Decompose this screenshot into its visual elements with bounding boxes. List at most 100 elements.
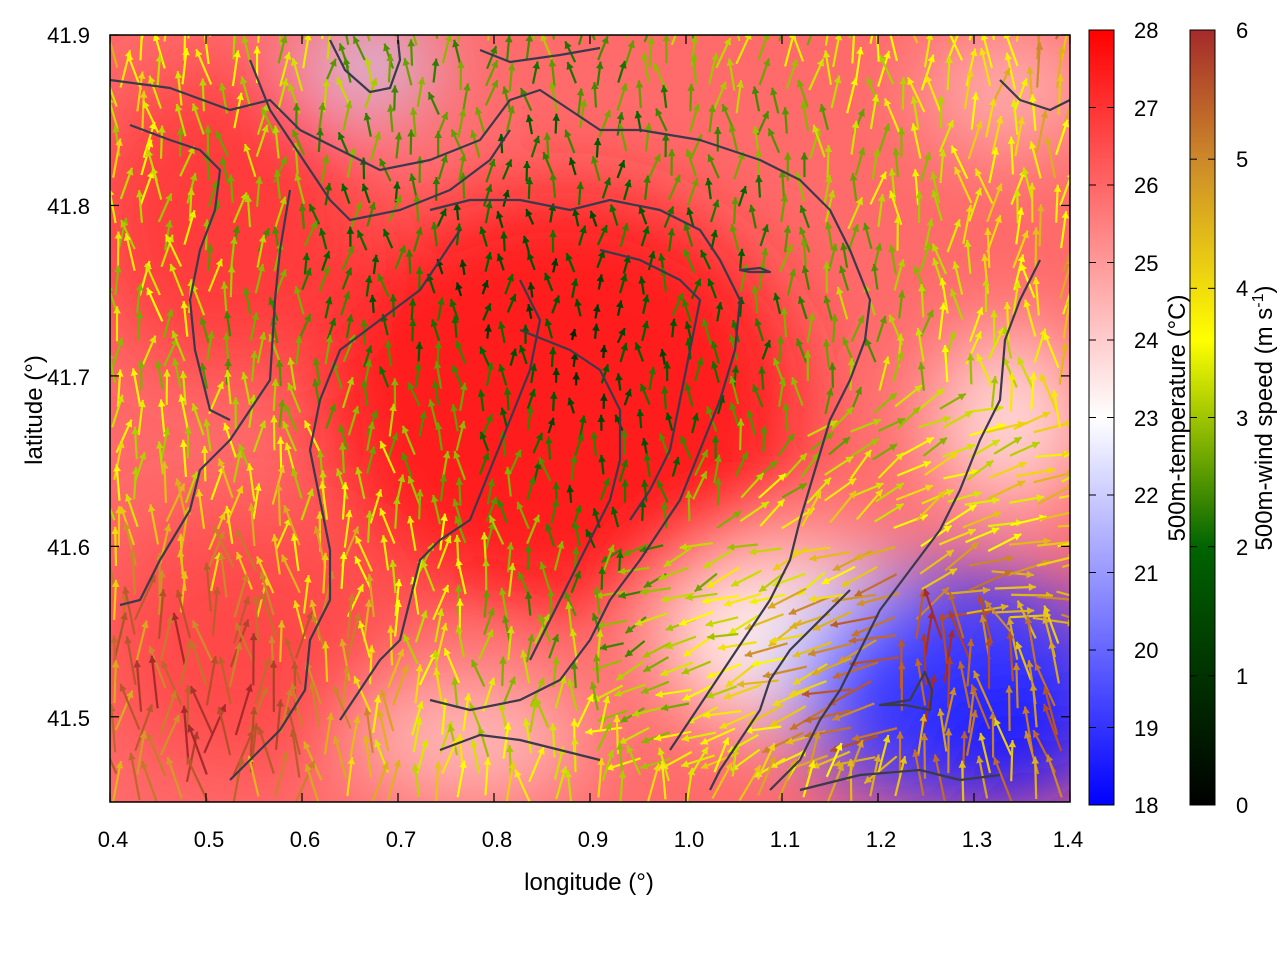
wind-arrow-shaft xyxy=(291,729,301,778)
wind-arrow xyxy=(345,35,350,46)
wind-arrow-head xyxy=(711,435,720,443)
y-tick-label: 41.6 xyxy=(47,535,90,560)
wind-arrow xyxy=(962,204,974,244)
wind-arrow xyxy=(416,739,429,774)
wind-arrow xyxy=(407,129,415,155)
wind-arrow xyxy=(436,535,452,569)
wind-arrow-head xyxy=(1021,167,1030,176)
wind-arrow xyxy=(1028,182,1036,223)
wind-arrow-head xyxy=(216,381,224,390)
wind-arrow-shaft xyxy=(1045,136,1057,179)
wind-arrow xyxy=(862,222,873,250)
wind-arrow-head xyxy=(324,183,333,191)
wind-arrow-head xyxy=(982,586,990,595)
wind-arrow-head xyxy=(883,50,891,59)
wind-arrow-head xyxy=(589,210,597,219)
wind-arrow-head xyxy=(205,0,213,6)
wind-arrow-head xyxy=(937,490,946,499)
wind-arrow xyxy=(663,547,692,568)
wind-arrow-head xyxy=(237,756,245,765)
wind-arrow-head xyxy=(610,506,619,515)
wind-arrow-head xyxy=(834,35,843,41)
wind-arrow-head xyxy=(799,227,807,235)
wind-arrow-head xyxy=(925,75,933,84)
wind-arrow-head xyxy=(592,323,600,332)
wind-arrow-head xyxy=(551,499,560,507)
wind-arrow-head xyxy=(888,314,896,323)
wind-arrow-head xyxy=(1042,704,1051,712)
wind-arrow xyxy=(683,222,694,247)
wind-arrow xyxy=(346,147,357,178)
wind-arrow-head xyxy=(333,686,341,694)
wind-arrow xyxy=(714,477,723,506)
wind-arrow-shaft xyxy=(1057,542,1070,548)
wind-arrow-shaft xyxy=(368,573,375,618)
wind-arrow-head xyxy=(303,575,312,583)
wind-arrow-head xyxy=(101,489,108,497)
wind-arrow-head xyxy=(190,4,198,12)
wind-arrow-shaft xyxy=(966,638,973,687)
wind-arrow xyxy=(970,684,991,730)
wind-arrow xyxy=(758,571,786,593)
wind-arrow xyxy=(982,278,990,313)
wind-arrow xyxy=(140,335,157,368)
wind-arrow-head xyxy=(984,227,992,235)
wind-arrow-head xyxy=(683,649,692,657)
wind-arrow-shaft xyxy=(114,690,134,731)
wind-arrow-head xyxy=(778,170,787,178)
wind-arrow-shaft xyxy=(113,612,127,662)
wind-arrow xyxy=(938,528,977,546)
wind-arrow-shaft xyxy=(869,35,874,44)
wind-arrow-head xyxy=(647,37,655,45)
wind-arrow xyxy=(639,383,651,405)
wind-arrow xyxy=(349,715,361,757)
wind-arrow xyxy=(1003,35,1019,67)
wind-arrow-head xyxy=(846,759,855,767)
wind-arrow-head xyxy=(579,415,587,424)
wind-arrow-shaft xyxy=(189,685,214,735)
wind-arrow-head xyxy=(683,223,691,231)
wind-arrow-shaft xyxy=(362,599,371,642)
wind-arrow-head xyxy=(574,505,582,513)
wind-arrow-head xyxy=(569,628,578,637)
contour-line xyxy=(329,39,402,94)
x-tick-label: 1.0 xyxy=(674,827,705,852)
wind-arrow-shaft xyxy=(1046,754,1063,798)
wind-arrow xyxy=(248,394,257,428)
wind-arrow xyxy=(705,616,739,628)
wind-arrow xyxy=(454,584,463,615)
wind-arrow xyxy=(620,429,629,456)
wind-arrow-head xyxy=(663,559,672,567)
wind-arrow xyxy=(945,656,954,708)
wind-arrow-head xyxy=(590,432,599,440)
wind-arrow-shaft xyxy=(303,741,323,781)
wind-arrow-head xyxy=(150,166,159,175)
wind-arrow xyxy=(495,210,504,229)
wind-arrow xyxy=(113,306,121,342)
wind-arrow-shaft xyxy=(827,680,872,707)
wind-arrow-head xyxy=(1007,136,1016,144)
wind-arrow xyxy=(920,309,934,337)
wind-arrow xyxy=(600,364,610,384)
wind-arrow-head xyxy=(503,722,512,730)
wind-arrow-head xyxy=(882,123,891,132)
wind-arrow-head xyxy=(353,612,362,621)
wind-arrow-head xyxy=(364,359,373,368)
wind-arrow-head xyxy=(504,35,513,43)
wind-arrow-head xyxy=(360,319,368,327)
wind-arrow xyxy=(623,179,632,201)
wind-arrow xyxy=(727,543,759,551)
wind-arrow xyxy=(782,403,790,432)
wind-arrow-head xyxy=(620,715,629,723)
wind-arrow xyxy=(593,137,602,158)
wind-arrow xyxy=(964,496,1000,506)
wind-arrow-head xyxy=(550,258,559,267)
wind-arrow-head xyxy=(145,139,154,148)
wind-arrow-head xyxy=(160,461,169,469)
wind-arrow xyxy=(577,35,583,46)
wind-arrow-shaft xyxy=(851,35,856,64)
wind-arrow-shaft xyxy=(943,630,954,683)
wind-arrow-head xyxy=(713,126,722,134)
wind-arrow-head xyxy=(603,177,612,186)
wind-arrow xyxy=(184,426,193,459)
